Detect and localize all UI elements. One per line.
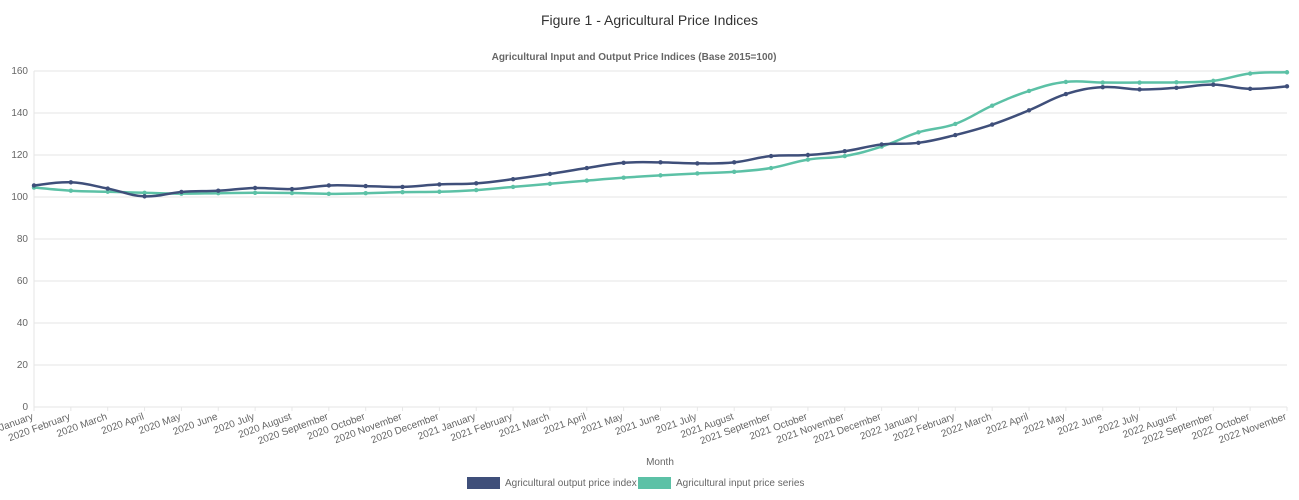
data-point[interactable] xyxy=(1247,71,1253,76)
y-tick-label: 160 xyxy=(11,66,28,77)
legend-label: Agricultural output price index xyxy=(505,478,637,489)
legend-swatch xyxy=(638,477,671,489)
data-point[interactable] xyxy=(768,153,774,159)
data-point[interactable] xyxy=(437,189,442,194)
y-tick-label: 60 xyxy=(17,276,29,287)
data-point[interactable] xyxy=(621,175,626,180)
data-point[interactable] xyxy=(842,153,847,159)
data-point[interactable] xyxy=(879,142,884,147)
data-point[interactable] xyxy=(1174,85,1179,91)
data-point[interactable] xyxy=(1026,108,1032,113)
data-point[interactable] xyxy=(1284,70,1290,75)
data-point[interactable] xyxy=(105,186,110,191)
data-point[interactable] xyxy=(953,121,958,127)
data-point[interactable] xyxy=(732,169,737,174)
data-point[interactable] xyxy=(216,188,221,193)
data-point[interactable] xyxy=(400,189,405,195)
data-point[interactable] xyxy=(584,178,589,183)
figure-title: Figure 1 - Agricultural Price Indices xyxy=(540,12,759,28)
data-point[interactable] xyxy=(474,181,479,186)
chart-title: Agricultural Input and Output Price Indi… xyxy=(492,52,777,63)
grid-lines xyxy=(33,70,1287,408)
data-point[interactable] xyxy=(326,191,332,197)
data-point[interactable] xyxy=(584,165,589,171)
legend-swatch xyxy=(467,477,500,489)
y-tick-label: 120 xyxy=(11,150,28,161)
series-points xyxy=(31,70,1290,199)
data-point[interactable] xyxy=(547,171,553,177)
data-point[interactable] xyxy=(1174,80,1179,85)
data-point[interactable] xyxy=(68,180,74,185)
y-tick-label: 40 xyxy=(17,318,29,329)
data-point[interactable] xyxy=(842,149,847,154)
data-point[interactable] xyxy=(732,160,737,165)
x-axis-title: Month xyxy=(646,457,674,468)
data-point[interactable] xyxy=(805,152,811,158)
data-point[interactable] xyxy=(363,183,368,189)
data-point[interactable] xyxy=(142,190,147,195)
data-point[interactable] xyxy=(989,103,995,108)
y-axis-ticks: 0 20 40 60 80 100 120 140 160 xyxy=(11,66,28,413)
data-point[interactable] xyxy=(474,187,479,193)
data-point[interactable] xyxy=(1284,84,1290,89)
x-tick-label: 2021 April xyxy=(542,411,588,437)
data-point[interactable] xyxy=(621,160,626,165)
legend-item[interactable]: Agricultural input price series xyxy=(638,477,804,489)
series-line xyxy=(33,83,1288,198)
data-point[interactable] xyxy=(363,191,368,196)
data-point[interactable] xyxy=(31,183,37,188)
data-point[interactable] xyxy=(695,161,700,166)
data-point[interactable] xyxy=(105,189,110,194)
data-point[interactable] xyxy=(1100,84,1105,90)
data-point[interactable] xyxy=(658,160,663,165)
data-point[interactable] xyxy=(326,183,332,188)
data-point[interactable] xyxy=(252,185,258,191)
data-point[interactable] xyxy=(1026,88,1032,94)
data-point[interactable] xyxy=(1211,82,1216,87)
data-point[interactable] xyxy=(658,173,663,178)
data-point[interactable] xyxy=(989,122,995,127)
data-point[interactable] xyxy=(916,140,921,146)
data-point[interactable] xyxy=(252,190,258,195)
data-point[interactable] xyxy=(695,171,700,176)
data-point[interactable] xyxy=(289,190,295,196)
data-point[interactable] xyxy=(1211,78,1216,84)
legend-label: Agricultural input price series xyxy=(676,478,804,489)
y-tick-label: 0 xyxy=(22,402,28,413)
data-point[interactable] xyxy=(547,181,553,186)
data-point[interactable] xyxy=(768,165,774,171)
data-point[interactable] xyxy=(510,184,516,190)
y-tick-label: 100 xyxy=(11,192,28,203)
data-point[interactable] xyxy=(510,176,516,182)
data-point[interactable] xyxy=(142,194,147,199)
data-point[interactable] xyxy=(1063,91,1069,97)
legend: Agricultural output price index Agricultu… xyxy=(467,477,804,489)
data-point[interactable] xyxy=(953,132,958,138)
legend-item[interactable]: Agricultural output price index xyxy=(467,477,637,489)
y-tick-label: 140 xyxy=(11,108,28,119)
data-point[interactable] xyxy=(1063,79,1069,85)
y-tick-label: 80 xyxy=(17,234,29,245)
data-point[interactable] xyxy=(1100,80,1105,85)
x-tick-label: 2020 April xyxy=(100,411,146,437)
data-point[interactable] xyxy=(289,186,295,192)
data-point[interactable] xyxy=(68,188,74,193)
data-point[interactable] xyxy=(805,157,811,162)
data-point[interactable] xyxy=(1247,86,1253,92)
data-point[interactable] xyxy=(437,182,442,187)
data-point[interactable] xyxy=(1137,87,1142,92)
series-lines xyxy=(33,71,1288,198)
data-point[interactable] xyxy=(916,130,921,135)
data-point[interactable] xyxy=(1137,80,1142,85)
data-point[interactable] xyxy=(400,184,405,190)
y-tick-label: 20 xyxy=(17,360,29,371)
data-point[interactable] xyxy=(179,189,184,195)
x-tick-label: 2022 April xyxy=(984,411,1030,437)
